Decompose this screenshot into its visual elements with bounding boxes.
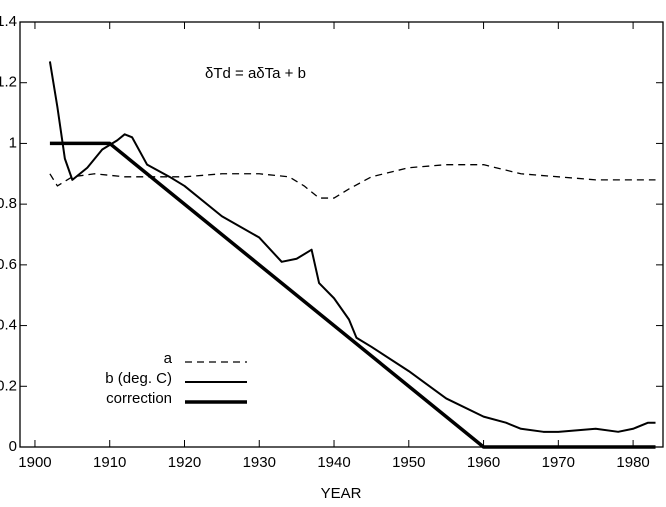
x-tick-label: 1970 <box>542 454 575 471</box>
y-tick-label: 0 <box>9 438 17 455</box>
plot-frame <box>19 21 664 448</box>
x-tick-label: 1900 <box>18 454 51 471</box>
y-tick-label: 1.2 <box>0 74 17 91</box>
y-tick-label: 0.4 <box>0 317 17 334</box>
x-tick-label: 1940 <box>317 454 350 471</box>
x-tick-label: 1930 <box>243 454 276 471</box>
x-axis-label: YEAR <box>321 485 362 502</box>
y-tick-label: 0.8 <box>0 195 17 212</box>
line <box>49 141 656 449</box>
line <box>49 164 656 199</box>
y-tick-label: 0.6 <box>0 256 17 273</box>
x-tick-label: 1950 <box>392 454 425 471</box>
x-tick-label: 1910 <box>93 454 126 471</box>
y-tick-label: 0.2 <box>0 377 17 394</box>
x-tick-label: 1920 <box>168 454 201 471</box>
legend-label: b (deg. C) <box>105 370 172 387</box>
y-tick-label: 1.4 <box>0 13 17 30</box>
legend-label: a <box>164 350 173 367</box>
x-tick-label: 1960 <box>467 454 500 471</box>
y-tick-label: 1 <box>9 134 17 151</box>
legend-label: correction <box>106 390 172 407</box>
annotation: δTd = aδTa + b <box>205 65 306 82</box>
x-tick-label: 1980 <box>616 454 649 471</box>
